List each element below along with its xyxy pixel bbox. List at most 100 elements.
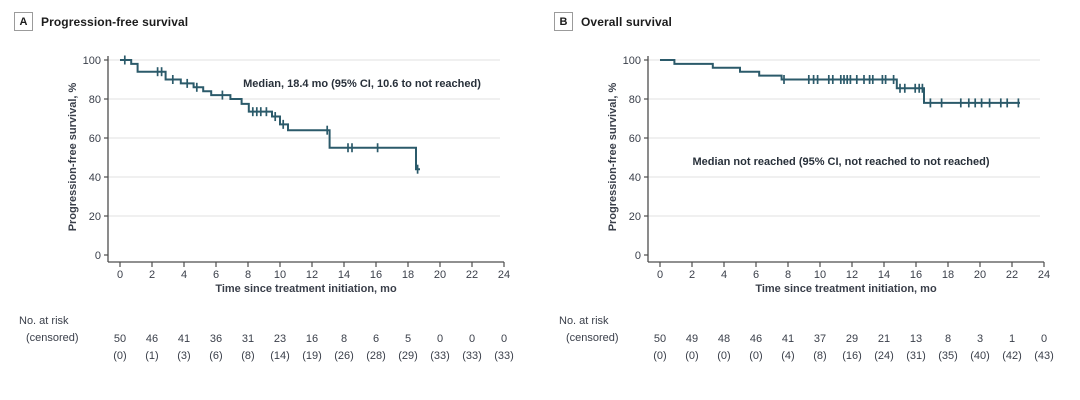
panel-b-risk-table-label: No. at risk [559, 315, 609, 327]
panel-a-median-annotation: Median, 18.4 mo (95% CI, 10.6 to not rea… [243, 78, 481, 90]
svg-text:100: 100 [83, 55, 101, 67]
svg-text:37: 37 [814, 333, 826, 345]
svg-text:(4): (4) [781, 350, 794, 362]
svg-text:29: 29 [846, 333, 858, 345]
svg-text:20: 20 [629, 211, 641, 223]
svg-text:8: 8 [785, 269, 791, 281]
svg-text:4: 4 [181, 269, 187, 281]
y-axis: 0 20 40 60 80 100 [83, 55, 109, 262]
svg-text:(0): (0) [717, 350, 730, 362]
svg-text:(40): (40) [970, 350, 990, 362]
svg-text:80: 80 [629, 94, 641, 106]
km-curve [120, 59, 420, 171]
svg-text:(19): (19) [302, 350, 322, 362]
svg-text:(28): (28) [366, 350, 386, 362]
svg-text:(33): (33) [462, 350, 482, 362]
panel-b-header: B Overall survival [554, 12, 672, 31]
svg-text:(8): (8) [813, 350, 826, 362]
svg-text:0: 0 [117, 269, 123, 281]
svg-text:8: 8 [945, 333, 951, 345]
svg-text:(33): (33) [494, 350, 514, 362]
svg-text:(31): (31) [906, 350, 926, 362]
panel-a-title: Progression-free survival [41, 14, 189, 29]
y-gridlines [108, 59, 500, 217]
svg-text:14: 14 [878, 269, 890, 281]
svg-text:(0): (0) [113, 350, 126, 362]
svg-text:0: 0 [469, 333, 475, 345]
svg-text:14: 14 [338, 269, 350, 281]
svg-text:0: 0 [635, 250, 641, 262]
svg-text:(35): (35) [938, 350, 958, 362]
svg-text:24: 24 [1038, 269, 1050, 281]
svg-text:(0): (0) [685, 350, 698, 362]
svg-text:(14): (14) [270, 350, 290, 362]
svg-text:(0): (0) [749, 350, 762, 362]
svg-text:24: 24 [498, 269, 510, 281]
svg-text:(24): (24) [874, 350, 894, 362]
panel-b-median-annotation: Median not reached (95% CI, not reached … [692, 156, 990, 168]
svg-text:18: 18 [942, 269, 954, 281]
svg-text:0: 0 [1041, 333, 1047, 345]
svg-text:0: 0 [501, 333, 507, 345]
svg-text:41: 41 [782, 333, 794, 345]
svg-text:20: 20 [434, 269, 446, 281]
panel-progression-free-survival: A Progression-free survival Progression-… [14, 12, 514, 362]
svg-text:50: 50 [654, 333, 666, 345]
svg-text:20: 20 [974, 269, 986, 281]
svg-text:(43): (43) [1034, 350, 1054, 362]
panel-a-risk-table-label: No. at risk [19, 315, 69, 327]
svg-text:50: 50 [114, 333, 126, 345]
x-axis: 0 2 4 6 8 10 12 14 16 18 20 22 24 [108, 261, 510, 281]
svg-text:3: 3 [977, 333, 983, 345]
svg-text:6: 6 [213, 269, 219, 281]
svg-text:1: 1 [1009, 333, 1015, 345]
svg-text:(29): (29) [398, 350, 418, 362]
svg-text:(6): (6) [209, 350, 222, 362]
svg-text:2: 2 [689, 269, 695, 281]
svg-text:8: 8 [245, 269, 251, 281]
svg-text:6: 6 [373, 333, 379, 345]
svg-text:48: 48 [718, 333, 730, 345]
svg-text:60: 60 [89, 133, 101, 145]
svg-text:12: 12 [306, 269, 318, 281]
svg-text:10: 10 [274, 269, 286, 281]
svg-text:31: 31 [242, 333, 254, 345]
panel-a-censored-label: (censored) [26, 332, 79, 344]
panel-b-censored-label: (censored) [566, 332, 619, 344]
svg-text:(16): (16) [842, 350, 862, 362]
svg-text:0: 0 [95, 250, 101, 262]
svg-text:60: 60 [629, 133, 641, 145]
svg-text:(33): (33) [430, 350, 450, 362]
svg-text:0: 0 [657, 269, 663, 281]
svg-text:46: 46 [146, 333, 158, 345]
svg-text:(26): (26) [334, 350, 354, 362]
svg-text:22: 22 [1006, 269, 1018, 281]
svg-text:23: 23 [274, 333, 286, 345]
svg-text:40: 40 [89, 172, 101, 184]
y-axis: 0 20 40 60 80 100 [623, 55, 649, 262]
censor-marks [123, 55, 419, 174]
svg-text:80: 80 [89, 94, 101, 106]
svg-text:21: 21 [878, 333, 890, 345]
y-gridlines [648, 59, 1040, 217]
svg-text:2: 2 [149, 269, 155, 281]
svg-text:22: 22 [466, 269, 478, 281]
svg-text:20: 20 [89, 211, 101, 223]
panel-a-letter-badge: A [14, 12, 33, 31]
svg-text:12: 12 [846, 269, 858, 281]
svg-text:5: 5 [405, 333, 411, 345]
svg-text:(42): (42) [1002, 350, 1022, 362]
panel-overall-survival: B Overall survival Progression-free surv… [540, 0, 1080, 400]
svg-text:4: 4 [721, 269, 727, 281]
svg-text:41: 41 [178, 333, 190, 345]
svg-text:49: 49 [686, 333, 698, 345]
svg-text:16: 16 [306, 333, 318, 345]
svg-text:40: 40 [629, 172, 641, 184]
svg-text:6: 6 [753, 269, 759, 281]
svg-text:8: 8 [341, 333, 347, 345]
risk-table-numbers: 50(0)46(1)41(3)36(6)31(8)23(14)16(19)8(2… [113, 333, 514, 362]
panel-b-x-axis-label: Time since treatment initiation, mo [755, 283, 937, 295]
